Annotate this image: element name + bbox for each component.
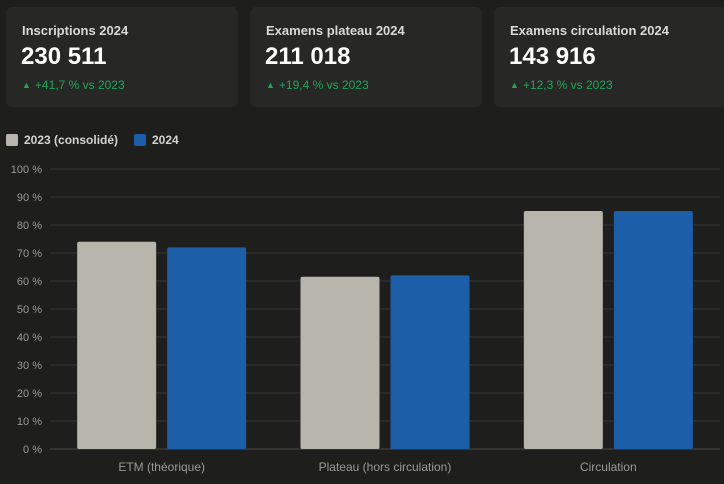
trend-up-icon: ▲ [22,80,31,90]
x-tick-label: Plateau (hors circulation) [319,460,452,474]
y-tick-label: 100 % [11,164,42,176]
kpi-value: 211 018 [265,43,351,70]
legend-item-2024[interactable]: 2024 [134,133,179,147]
kpi-title: Examens plateau 2024 [266,23,405,38]
kpi-delta: ▲ +19,4 % vs 2023 [266,78,369,92]
y-tick-label: 20 % [17,388,42,400]
y-tick-label: 80 % [17,220,42,232]
kpi-delta-text: +12,3 % vs 2023 [522,78,613,92]
legend-label: 2023 (consolidé) [24,133,119,147]
kpi-card-plateau: Examens plateau 2024 211 018 ▲ +19,4 % vs… [250,7,482,107]
kpi-card-inscriptions: Inscriptions 2024 230 511 ▲ +41,7 % vs 20… [6,7,238,107]
y-tick-label: 10 % [17,416,42,428]
kpi-value: 143 916 [509,43,596,70]
legend-item-2023[interactable]: 2023 (consolidé) [6,133,118,147]
y-tick-label: 30 % [17,360,42,372]
y-tick-label: 40 % [17,332,42,344]
y-tick-label: 90 % [17,192,42,204]
legend-label: 2024 [152,133,179,147]
bar-2024 [167,247,247,449]
bar-2024 [613,211,693,449]
kpi-delta-text: +41,7 % vs 2023 [34,78,125,92]
bar-chart: 0 % 10 % 20 % 30 % 40 % 50 % 60 % 70 % 80 % 90 % 1… [11,164,720,474]
kpi-delta: ▲ +12,3 % vs 2023 [510,78,613,92]
y-tick-label: 50 % [17,304,42,316]
trend-up-icon: ▲ [510,80,519,90]
kpi-cards: Inscriptions 2024 230 511 ▲ +41,7 % vs 20… [6,7,724,107]
kpi-title: Examens circulation 2024 [510,23,669,38]
trend-up-icon: ▲ [266,80,275,90]
bar-2024 [390,275,470,449]
bar-2023 [77,241,157,449]
legend-swatch-2024 [134,134,146,146]
bar-2023 [300,276,380,449]
bar-2023 [523,211,603,449]
kpi-title: Inscriptions 2024 [22,23,129,38]
kpi-card-circulation: Examens circulation 2024 143 916 ▲ +12,3 … [494,7,724,107]
kpi-delta: ▲ +41,7 % vs 2023 [22,78,125,92]
legend-swatch-2023 [6,134,18,146]
x-tick-label: ETM (théorique) [118,460,205,474]
kpi-value: 230 511 [21,43,107,70]
y-tick-label: 60 % [17,276,42,288]
y-tick-label: 0 % [23,444,42,456]
x-tick-label: Circulation [580,460,637,474]
y-tick-label: 70 % [17,248,42,260]
kpi-delta-text: +19,4 % vs 2023 [278,78,369,92]
